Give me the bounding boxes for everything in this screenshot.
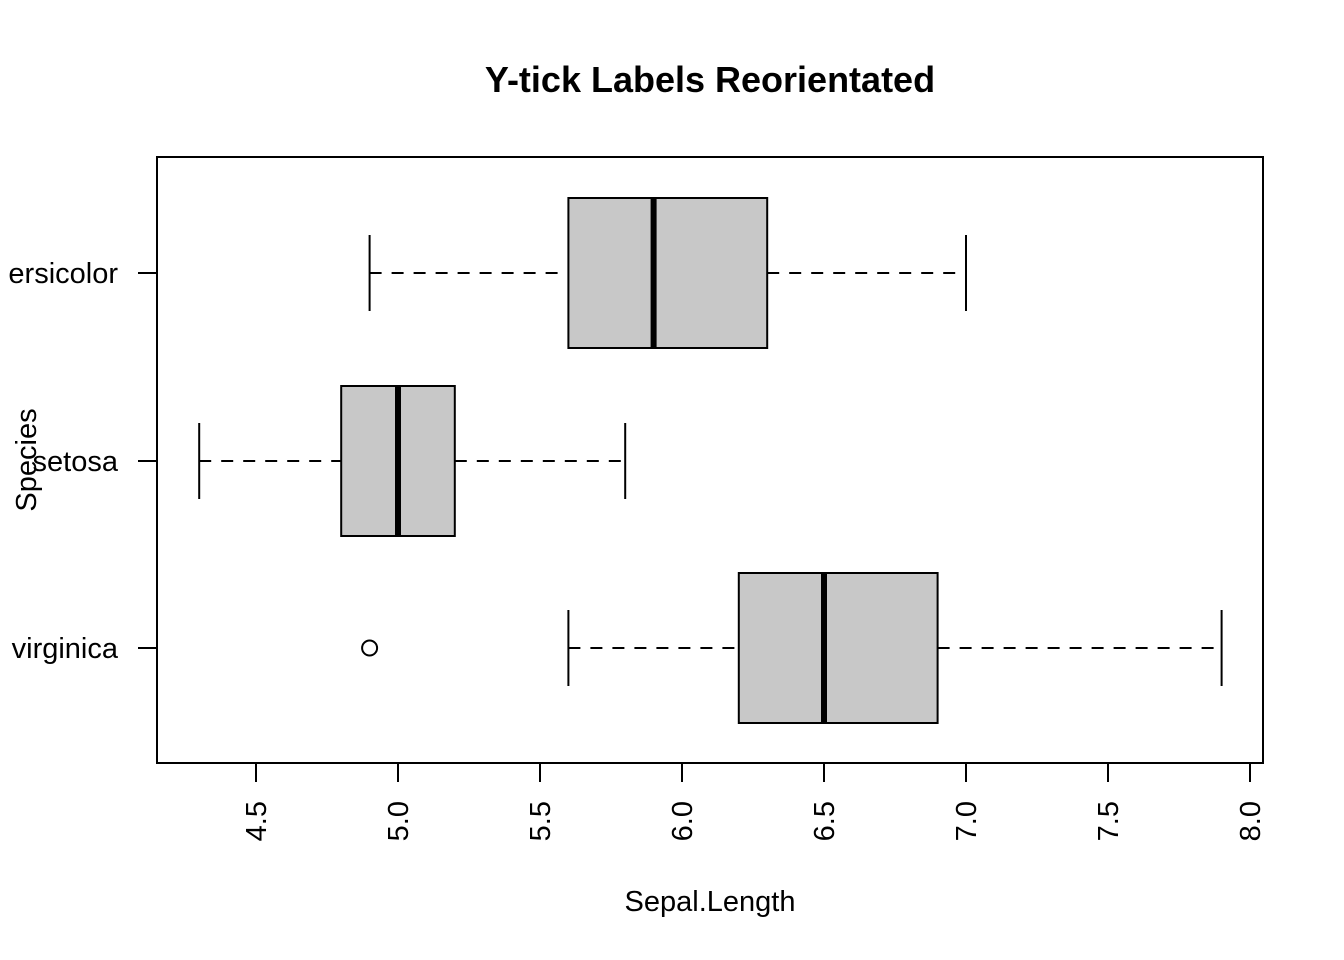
box-group-setosa (198, 385, 627, 537)
chart-title: Y-tick Labels Reorientated (485, 59, 935, 100)
y-tick-label-setosa: setosa (33, 446, 119, 478)
y-tick-label-versicolor: ersicolor (8, 258, 118, 290)
x-axis: 4.5 5.0 5.5 6.0 6.5 7.0 7.5 8.0 (241, 762, 1267, 841)
x-tick-label-8.0: 8.0 (1235, 801, 1267, 841)
x-axis-label: Sepal.Length (625, 886, 796, 918)
box-group-versicolor (368, 197, 967, 349)
x-tick-label-5.5: 5.5 (525, 801, 557, 841)
x-tick-label-7.5: 7.5 (1093, 801, 1125, 841)
outlier-point-virginica-0 (361, 639, 379, 657)
box-iqr-virginica (737, 572, 939, 724)
x-tick-label-6.5: 6.5 (809, 801, 841, 841)
y-tick-label-virginica: virginica (12, 633, 119, 665)
y-axis: virginica setosa ersicolor (8, 258, 158, 665)
x-tick-label-6.0: 6.0 (667, 801, 699, 841)
y-axis-label: Species (11, 408, 43, 511)
box-iqr-versicolor (567, 197, 769, 349)
boxes-layer (198, 197, 1223, 724)
x-tick-label-5.0: 5.0 (383, 801, 415, 841)
box-group-virginica (361, 572, 1223, 724)
x-tick-label-7.0: 7.0 (951, 801, 983, 841)
x-tick-label-4.5: 4.5 (241, 801, 273, 841)
